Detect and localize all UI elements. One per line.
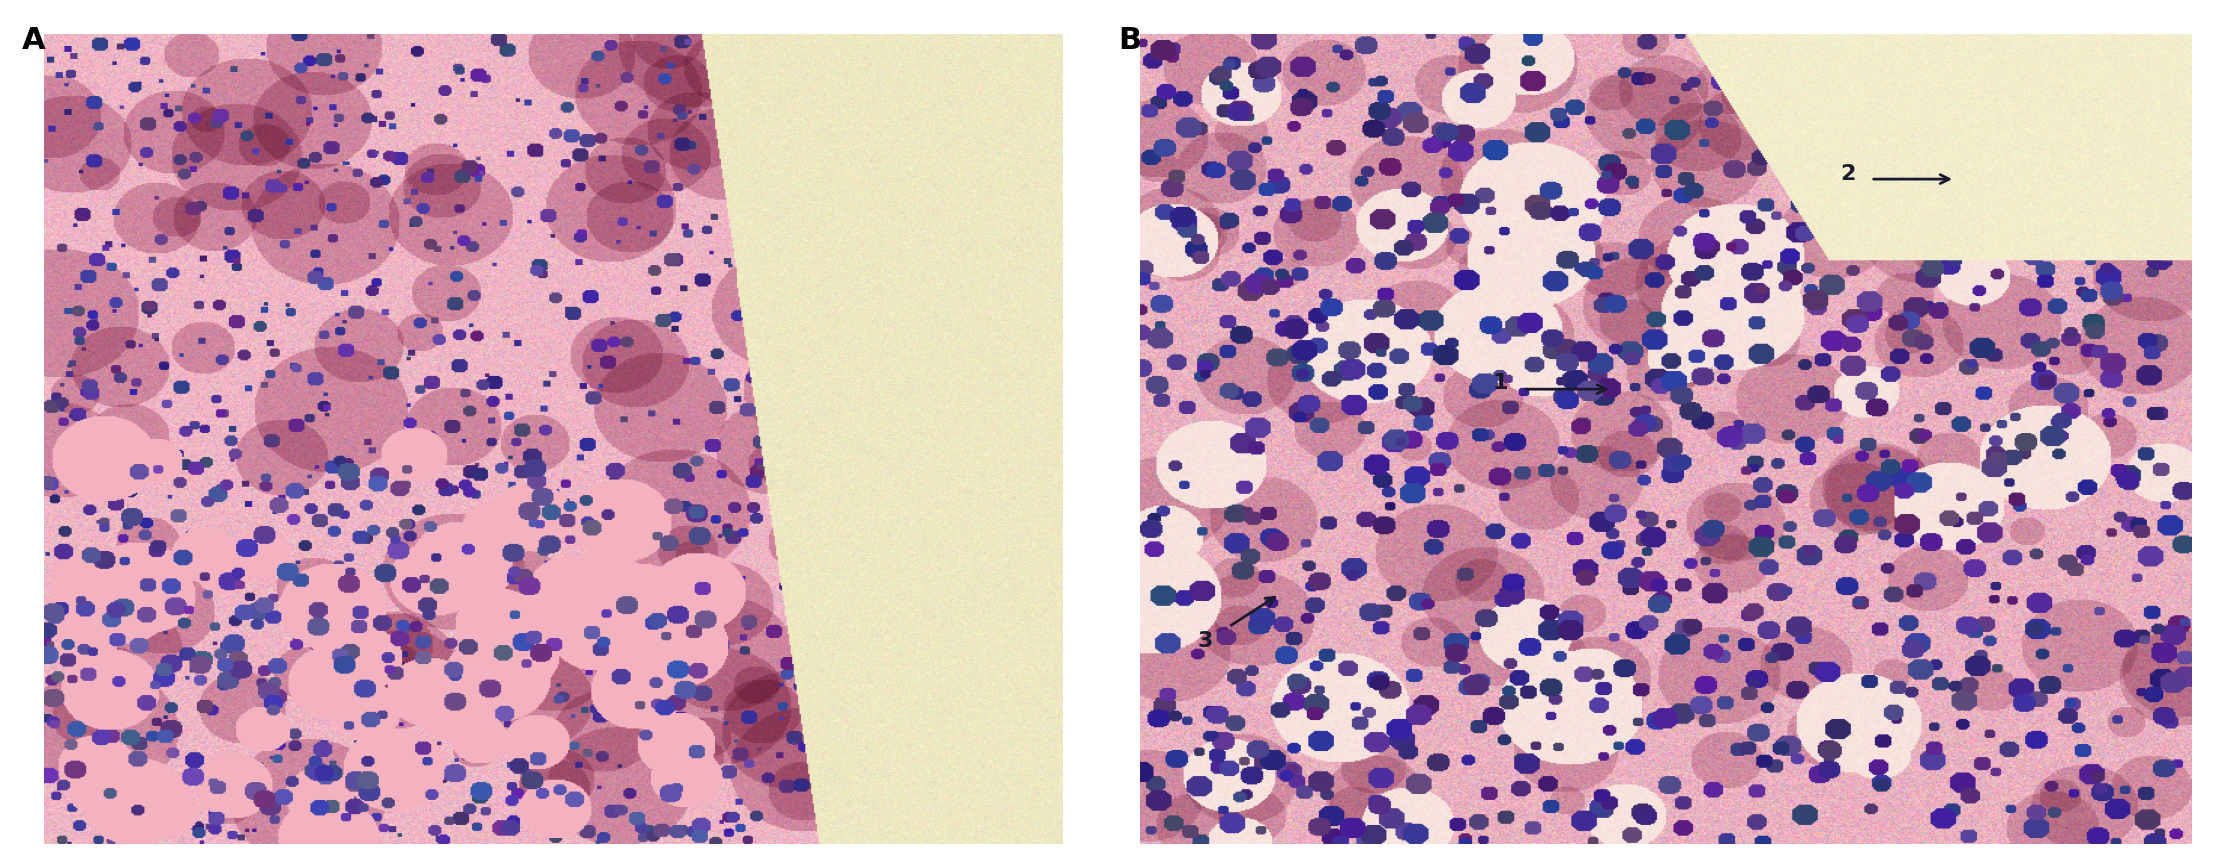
Text: A: A xyxy=(22,26,46,55)
Text: B: B xyxy=(1118,26,1140,55)
Text: 1: 1 xyxy=(1492,373,1508,393)
Text: 3: 3 xyxy=(1198,631,1213,651)
Text: 2: 2 xyxy=(1840,164,1855,184)
